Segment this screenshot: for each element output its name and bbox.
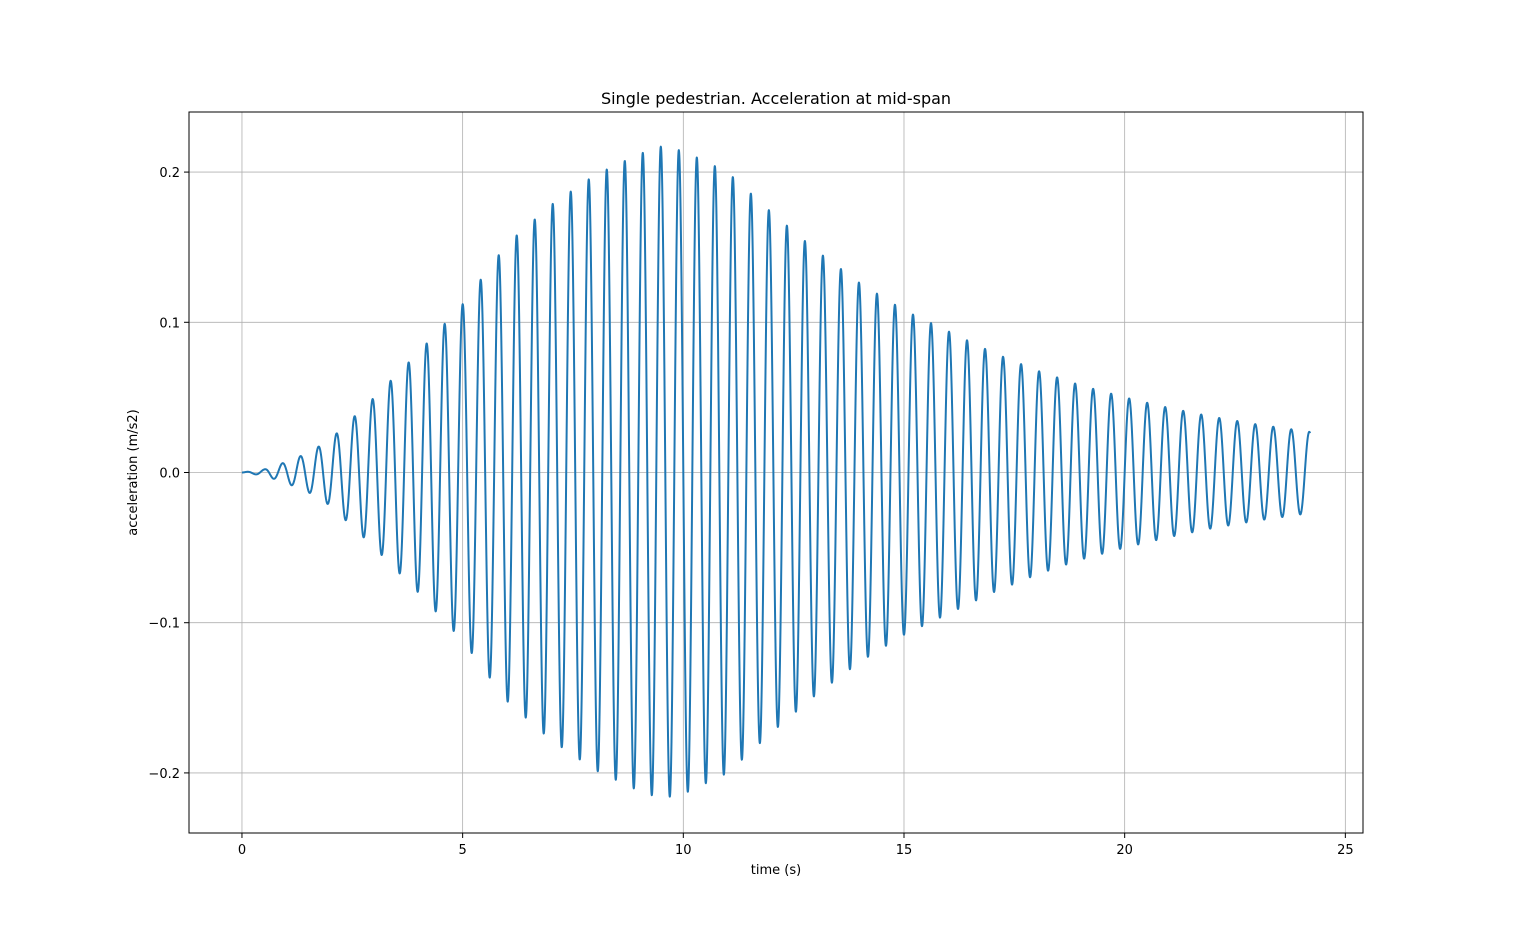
y-axis-label: acceleration (m/s2) [126, 409, 141, 535]
x-tick-label: 25 [1337, 843, 1354, 858]
acceleration-series-line [241, 145, 1311, 798]
x-tick-label: 10 [675, 843, 692, 858]
y-tick-label: −0.2 [148, 767, 180, 782]
y-tick-label: 0.2 [159, 166, 180, 181]
x-tick-label: 5 [458, 843, 466, 858]
x-axis-label: time (s) [751, 863, 801, 878]
axis-ticks: 0 5 10 15 20 25 −0.2 −0.1 0.0 0.1 0.2 [148, 166, 1353, 858]
x-tick-label: 0 [238, 843, 246, 858]
y-tick-label: 0.1 [159, 316, 180, 331]
x-tick-label: 20 [1116, 843, 1133, 858]
y-tick-label: −0.1 [148, 617, 180, 632]
x-tick-label: 15 [896, 843, 913, 858]
y-tick-label: 0.0 [159, 467, 180, 482]
series-group [241, 145, 1311, 798]
chart-title: Single pedestrian. Acceleration at mid-s… [601, 89, 951, 108]
